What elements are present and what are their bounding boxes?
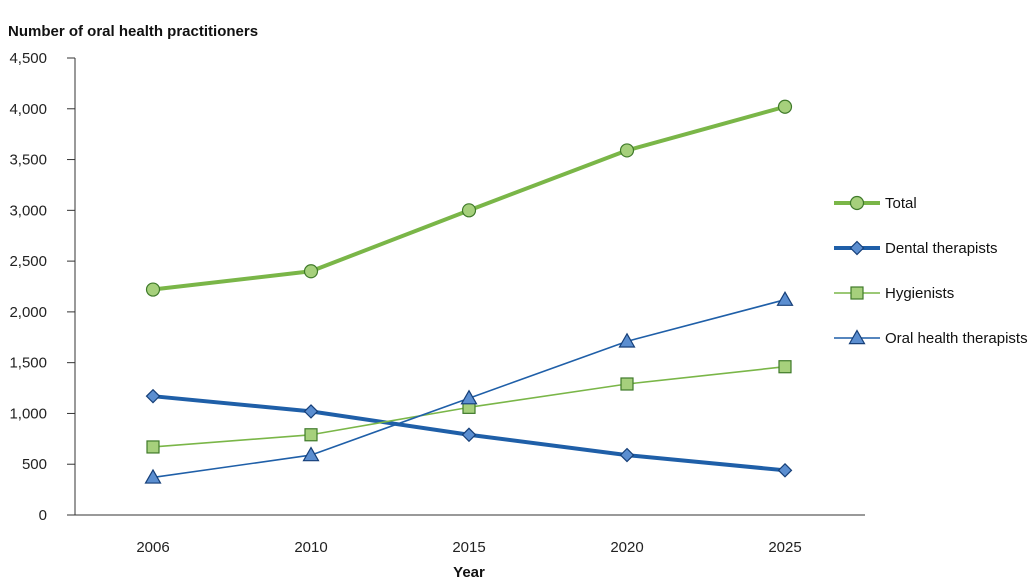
data-point-dental-therapists (145, 388, 161, 404)
data-point-hygienists (620, 377, 634, 391)
legend-label-oral-health-therapists: Oral health therapists (885, 330, 1028, 347)
data-point-hygienists (778, 360, 792, 374)
y-tick-label: 1,000 (9, 405, 47, 422)
data-point-oral-health-therapists (144, 468, 162, 484)
legend-marker-oral-health-therapists (848, 329, 866, 345)
series-line-oral-health-therapists (152, 298, 786, 479)
x-tick-label: 2015 (452, 539, 485, 556)
data-point-oral-health-therapists (302, 446, 320, 462)
data-point-hygienists (304, 428, 318, 442)
legend-label-total: Total (885, 195, 917, 212)
legend-marker-total (849, 195, 865, 211)
legend: Total Dental therapists Hygienists Oral hea… (834, 195, 1028, 347)
data-point-oral-health-therapists (618, 332, 636, 348)
x-tick-label: 2010 (294, 539, 327, 556)
data-point-total (303, 264, 319, 279)
x-tick-label: 2006 (136, 539, 169, 556)
legend-label-dental-therapists: Dental therapists (885, 240, 998, 257)
x-tick-label: 2025 (768, 539, 801, 556)
series-markers (144, 99, 794, 484)
y-tick-label: 2,000 (9, 304, 47, 321)
data-point-total (619, 143, 635, 158)
data-point-dental-therapists (777, 462, 793, 478)
data-point-total (145, 282, 161, 297)
y-tick-label: 4,500 (9, 50, 47, 67)
data-point-dental-therapists (461, 427, 477, 443)
y-tick-label: 4,000 (9, 101, 47, 118)
y-axis-title: Number of oral health practitioners (8, 23, 258, 40)
legend-label-hygienists: Hygienists (885, 285, 954, 302)
y-tick-label: 3,000 (9, 202, 47, 219)
data-point-total (777, 99, 793, 114)
y-tick-label: 3,500 (9, 152, 47, 169)
y-tick-label: 500 (22, 456, 47, 473)
axes: 0 500 1,000 1,500 2,000 2,500 3,000 3,500 4,000 4… (9, 50, 865, 556)
data-point-oral-health-therapists (460, 389, 478, 405)
x-axis-title: Year (453, 564, 485, 581)
data-point-hygienists (146, 440, 160, 454)
y-tick-label: 1,500 (9, 355, 47, 372)
data-point-dental-therapists (303, 404, 319, 419)
legend-marker-dental-therapists (849, 240, 865, 256)
x-tick-label: 2020 (610, 539, 643, 556)
legend-marker-hygienists (850, 286, 864, 300)
data-point-oral-health-therapists (776, 290, 794, 306)
y-tick-label: 2,500 (9, 253, 47, 270)
data-point-total (461, 203, 477, 218)
y-tick-label: 0 (39, 507, 47, 524)
series-line-total (152, 104, 786, 292)
series-lines (152, 104, 786, 479)
data-point-dental-therapists (619, 447, 635, 463)
